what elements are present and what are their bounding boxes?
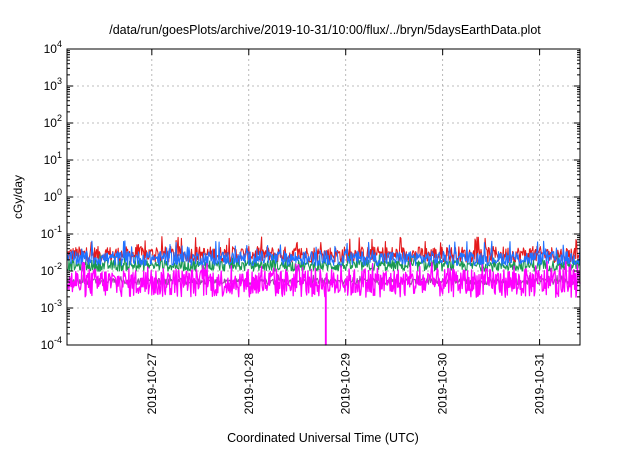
y-tick-label: 10-1 xyxy=(41,224,62,241)
grid-lines xyxy=(67,49,580,345)
axis-ticks: 104 103 102 101 100 10-1 10-2 10-3 10-4 2019-10-2… xyxy=(41,39,580,414)
y-tick-label: 103 xyxy=(44,76,62,93)
x-tick-label: 2019-10-31 xyxy=(533,353,547,415)
y-tick-label: 102 xyxy=(44,113,62,130)
x-axis-label: Coordinated Universal Time (UTC) xyxy=(227,431,419,445)
series-line xyxy=(66,252,581,272)
chart-title: /data/run/goesPlots/archive/2019-10-31/1… xyxy=(109,23,541,37)
y-tick-label: 101 xyxy=(44,150,62,167)
x-tick-label: 2019-10-27 xyxy=(145,353,159,415)
series-line xyxy=(66,260,581,346)
x-tick-label: 2019-10-29 xyxy=(339,353,353,415)
y-tick-label: 10-4 xyxy=(41,335,62,352)
y-tick-label: 10-3 xyxy=(41,298,62,315)
x-tick-label: 2019-10-28 xyxy=(242,353,256,415)
y-tick-label: 100 xyxy=(44,187,62,204)
series-line xyxy=(66,240,581,267)
y-axis-label: cGy/day xyxy=(11,175,25,219)
y-tick-label: 104 xyxy=(44,39,62,56)
y-tick-label: 10-2 xyxy=(41,261,62,278)
series-layer xyxy=(66,236,581,346)
x-tick-label: 2019-10-30 xyxy=(436,353,450,415)
